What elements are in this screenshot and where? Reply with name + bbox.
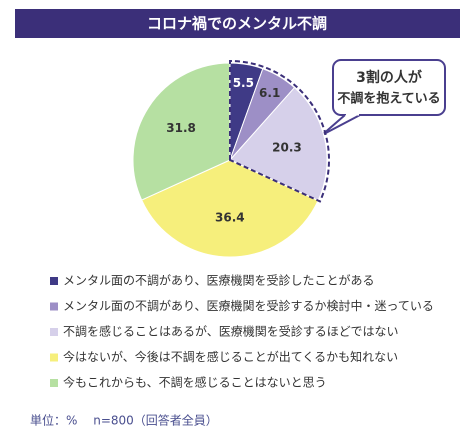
pie-slice [132, 62, 231, 201]
legend-swatch [50, 379, 58, 387]
legend-swatch [50, 328, 58, 336]
legend-swatch [50, 353, 58, 362]
highlight-outline [229, 59, 330, 203]
data-label: 5.5 [233, 76, 254, 90]
callout-text: 不調を抱えている [337, 91, 440, 107]
data-label: 20.3 [272, 141, 302, 155]
data-label: 6.1 [259, 86, 280, 100]
pie-slice [229, 86, 328, 202]
title-banner [15, 9, 460, 38]
data-label: 31.8 [166, 121, 196, 135]
callout-text: 3割の人が [356, 69, 423, 86]
legend-label: メンタル面の不調があり、医療機関を受診したことがある [63, 273, 375, 288]
callout-box [332, 59, 446, 116]
callout-pointer [321, 114, 361, 136]
footnote: 単位：% n=800（回答者全員） [30, 413, 218, 428]
chart-title: コロナ禍でのメンタル不調 [147, 15, 327, 33]
data-label: 36.4 [215, 211, 245, 225]
legend-label: 不調を感じることはあるが、医療機関を受診するほどではない [63, 324, 399, 339]
legend-label: 今はないが、今後は不調を感じることが出てくるかも知れない [63, 349, 398, 364]
legend-swatch [50, 302, 58, 311]
legend-label: 今もこれからも、不調を感じることはないと思う [63, 375, 327, 390]
legend-swatch [50, 277, 58, 285]
pie-slice [140, 159, 319, 258]
legend-label: メンタル面の不調があり、医療機関を受診するか検討中・迷っている [63, 298, 434, 313]
